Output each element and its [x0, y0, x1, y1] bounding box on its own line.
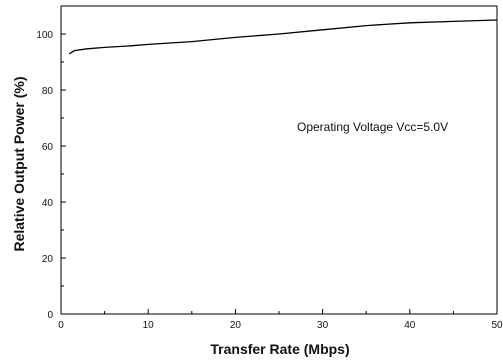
y-tick-label: 80 [42, 86, 54, 97]
y-tick-label: 40 [42, 198, 54, 209]
y-tick-label: 100 [36, 30, 53, 41]
annotation-text: Operating Voltage Vcc=5.0V [297, 120, 448, 134]
y-tick-label: 0 [47, 310, 53, 321]
y-tick-label: 20 [42, 254, 54, 265]
x-tick-label: 0 [58, 320, 64, 331]
x-tick-label: 40 [404, 320, 416, 331]
plot-frame [60, 5, 498, 315]
y-tick-label: 60 [42, 142, 54, 153]
x-tick-label: 10 [143, 320, 155, 331]
x-axis-title: Transfer Rate (Mbps) [210, 341, 349, 357]
series-line-0 [69, 19, 498, 55]
x-tick-label: 20 [230, 320, 242, 331]
y-axis-title: Relative Output Power (%) [11, 76, 27, 251]
x-tick-label: 30 [317, 320, 329, 331]
x-tick-label: 50 [491, 320, 503, 331]
